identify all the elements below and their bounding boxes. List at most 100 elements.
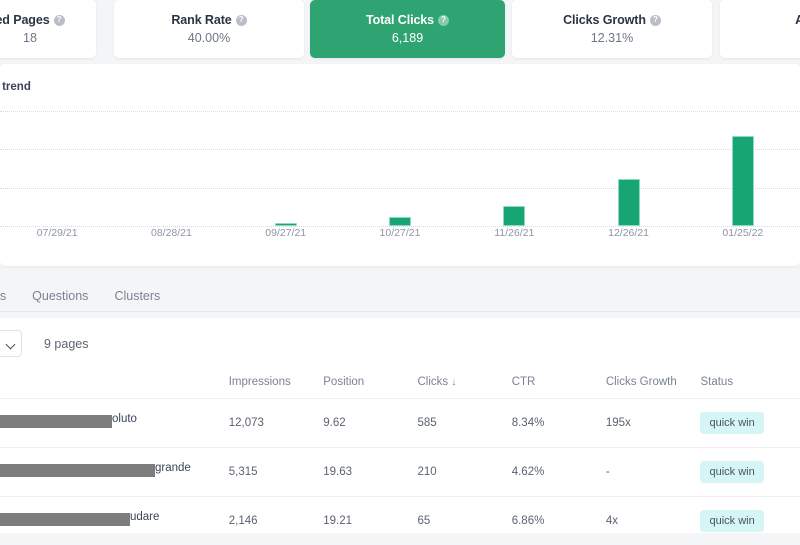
chart-bar[interactable]: [503, 206, 525, 226]
column-header-clicks-label: Clicks: [418, 376, 449, 388]
chart-bar-slot: [343, 111, 457, 226]
query-text-visible: udare: [130, 511, 159, 523]
query-text-wrapper: udare: [0, 514, 229, 528]
cell-clicks-growth: 195x: [606, 399, 701, 448]
help-circle-icon[interactable]: ?: [438, 15, 449, 26]
status-badge[interactable]: quick win: [700, 461, 763, 483]
column-header-clicks[interactable]: Clicks ↓: [418, 370, 512, 399]
help-circle-icon[interactable]: ?: [236, 15, 247, 26]
pages-table: Impressions Position Clicks ↓ CTR Clicks…: [0, 370, 800, 545]
pages-table-panel: n 9 pages Impressions Position Clicks ↓ …: [0, 318, 800, 533]
redaction-bar: [0, 464, 155, 477]
cell-position: 19.63: [323, 448, 417, 497]
cell-clicks-growth: -: [606, 448, 701, 497]
kpi-value: 6,189: [392, 31, 423, 45]
cell-impressions: 2,146: [229, 497, 324, 545]
cell-position: 9.62: [323, 399, 417, 448]
chart-x-tick-label: 07/29/21: [0, 227, 114, 239]
table-toolbar: n 9 pages: [0, 330, 88, 357]
tab-clusters[interactable]: Clusters: [114, 289, 160, 303]
chart-plot-area: [0, 111, 800, 226]
help-circle-icon[interactable]: ?: [650, 15, 661, 26]
chart-x-tick-label: 08/28/21: [114, 227, 228, 239]
chart-x-tick-label: 01/25/22: [686, 227, 800, 239]
chart-bar-slot: [686, 111, 800, 226]
status-badge[interactable]: quick win: [700, 510, 763, 532]
tab-queries[interactable]: ries: [0, 289, 6, 303]
kpi-title: Clicks Growth ?: [563, 13, 661, 27]
chart-bar[interactable]: [275, 223, 297, 226]
pages-count-label: 9 pages: [44, 337, 88, 351]
cell-query[interactable]: grande: [0, 448, 229, 497]
cell-impressions: 5,315: [229, 448, 324, 497]
kpi-title: ed Pages ?: [0, 13, 65, 27]
kpi-value: 40.00%: [188, 31, 230, 45]
chart-x-tick-label: 09/27/21: [229, 227, 343, 239]
column-header-query[interactable]: [0, 370, 229, 399]
kpi-title-label: ed Pages: [0, 13, 50, 27]
kpi-title-label: Clicks Growth: [563, 13, 646, 27]
chart-bar[interactable]: [732, 136, 754, 226]
chart-bar[interactable]: [389, 217, 411, 226]
chart-bar-series: [0, 111, 800, 226]
cell-clicks-growth: 4x: [606, 497, 701, 545]
cell-clicks: 210: [418, 448, 512, 497]
kpi-title: Total Clicks ?: [366, 13, 449, 27]
chart-bar[interactable]: [618, 179, 640, 226]
cell-query[interactable]: oluto: [0, 399, 229, 448]
kpi-title-label: Rank Rate: [171, 13, 231, 27]
cell-clicks: 585: [418, 399, 512, 448]
tab-questions[interactable]: Questions: [32, 289, 88, 303]
column-header-ctr[interactable]: CTR: [512, 370, 606, 399]
column-header-impressions[interactable]: Impressions: [229, 370, 324, 399]
filter-select[interactable]: n: [0, 330, 22, 357]
chart-x-tick-label: 10/27/21: [343, 227, 457, 239]
chart-bar-slot: [114, 111, 228, 226]
column-header-status[interactable]: Status: [700, 370, 800, 399]
cell-status: quick win: [700, 497, 800, 545]
redaction-bar: [0, 415, 112, 428]
redaction-bar: [0, 513, 130, 526]
cell-ctr: 6.86%: [512, 497, 606, 545]
kpi-card-avg-position[interactable]: Avg. P 1: [720, 0, 800, 58]
chart-bar-slot: [457, 111, 571, 226]
query-text-wrapper: oluto: [0, 416, 229, 430]
column-header-position[interactable]: Position: [323, 370, 417, 399]
cell-clicks: 65: [418, 497, 512, 545]
kpi-value: 12.31%: [591, 31, 633, 45]
query-text-visible: grande: [155, 462, 191, 474]
kpi-card-strip: ed Pages ? 18 Rank Rate ? 40.00% Total C…: [0, 0, 800, 58]
kpi-card-indexed-pages[interactable]: ed Pages ? 18: [0, 0, 96, 58]
cell-query[interactable]: udare: [0, 497, 229, 545]
kpi-title-label: Avg. P: [795, 13, 800, 27]
kpi-card-total-clicks[interactable]: Total Clicks ? 6,189: [310, 0, 505, 58]
trend-chart-panel: onth trend 07/29/2108/28/2109/27/2110/27…: [0, 64, 800, 266]
chart-x-tick-label: 12/26/21: [571, 227, 685, 239]
column-header-clicks-growth[interactable]: Clicks Growth: [606, 370, 701, 399]
help-circle-icon[interactable]: ?: [54, 15, 65, 26]
chevron-down-icon[interactable]: [6, 340, 16, 350]
kpi-card-clicks-growth[interactable]: Clicks Growth ? 12.31%: [512, 0, 712, 58]
sort-descending-icon[interactable]: ↓: [451, 377, 456, 388]
table-header-row: Impressions Position Clicks ↓ CTR Clicks…: [0, 370, 800, 399]
cell-impressions: 12,073: [229, 399, 324, 448]
chart-bar-slot: [571, 111, 685, 226]
cell-status: quick win: [700, 448, 800, 497]
kpi-card-rank-rate[interactable]: Rank Rate ? 40.00%: [114, 0, 304, 58]
query-text-visible: oluto: [112, 413, 137, 425]
cell-ctr: 8.34%: [512, 399, 606, 448]
kpi-title: Avg. P: [795, 13, 800, 27]
cell-position: 19.21: [323, 497, 417, 545]
kpi-value: 18: [23, 31, 37, 45]
chart-x-tick-label: 11/26/21: [457, 227, 571, 239]
content-tabs: ries Questions Clusters: [0, 280, 800, 312]
status-badge[interactable]: quick win: [700, 412, 763, 434]
kpi-title-label: Total Clicks: [366, 13, 434, 27]
chart-bar-slot: [0, 111, 114, 226]
cell-status: quick win: [700, 399, 800, 448]
query-text-wrapper: grande: [0, 465, 229, 479]
